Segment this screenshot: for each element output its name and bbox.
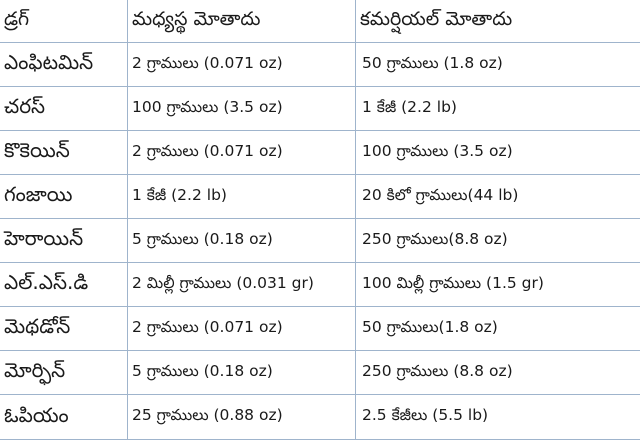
commercial-dose-cell: 100 గ్రాములు (3.5 oz): [355, 130, 640, 175]
table-row: గంజాయి 1 కేజీ (2.2 lb) 20 కిలో గ్రాములు(…: [0, 174, 640, 219]
drug-name-cell: కొకెయిన్: [0, 130, 128, 175]
header-medium-dose: మధ్యస్థ మోతాదు: [127, 0, 356, 43]
drug-name-cell: హెరాయిన్: [0, 218, 128, 263]
commercial-dose-cell: 250 గ్రాములు(8.8 oz): [355, 218, 640, 263]
drug-name-cell: ఎల్.ఎస్.డి: [0, 262, 128, 307]
medium-dose-cell: 5 గ్రాములు (0.18 oz): [127, 350, 356, 395]
drug-name-cell: ఎంఫిటమిన్: [0, 42, 128, 87]
commercial-dose-cell: 1 కేజీ (2.2 lb): [355, 86, 640, 131]
table-row: హెరాయిన్ 5 గ్రాములు (0.18 oz) 250 గ్రాము…: [0, 218, 640, 263]
header-drug: డ్రగ్: [0, 0, 128, 43]
medium-dose-cell: 2 మిల్లీ గ్రాములు (0.031 gr): [127, 262, 356, 307]
commercial-dose-cell: 250 గ్రాములు (8.8 oz): [355, 350, 640, 395]
drug-name-cell: చరస్: [0, 86, 128, 131]
commercial-dose-cell: 100 మిల్లీ గ్రాములు (1.5 gr): [355, 262, 640, 307]
table-row: చరస్ 100 గ్రాములు (3.5 oz) 1 కేజీ (2.2 l…: [0, 86, 640, 131]
drug-name-cell: మెథడోన్: [0, 306, 128, 351]
header-commercial-dose: కమర్షియల్ మోతాదు: [355, 0, 640, 43]
medium-dose-cell: 25 గ్రాములు (0.88 oz): [127, 394, 356, 440]
commercial-dose-cell: 2.5 కేజీలు (5.5 lb): [355, 394, 640, 440]
commercial-dose-cell: 50 గ్రాములు (1.8 oz): [355, 42, 640, 87]
drug-name-cell: ఓపియం: [0, 394, 128, 440]
medium-dose-cell: 5 గ్రాములు (0.18 oz): [127, 218, 356, 263]
table-row: కొకెయిన్ 2 గ్రాములు (0.071 oz) 100 గ్రామ…: [0, 130, 640, 175]
medium-dose-cell: 100 గ్రాములు (3.5 oz): [127, 86, 356, 131]
table-row: ఎంఫిటమిన్ 2 గ్రాములు (0.071 oz) 50 గ్రామ…: [0, 42, 640, 87]
medium-dose-cell: 2 గ్రాములు (0.071 oz): [127, 130, 356, 175]
drug-name-cell: మోర్ఫిన్: [0, 350, 128, 395]
table-row: ఎల్.ఎస్.డి 2 మిల్లీ గ్రాములు (0.031 gr) …: [0, 262, 640, 307]
drug-name-cell: గంజాయి: [0, 174, 128, 219]
commercial-dose-cell: 20 కిలో గ్రాములు(44 lb): [355, 174, 640, 219]
header-row: డ్రగ్ మధ్యస్థ మోతాదు కమర్షియల్ మోతాదు: [0, 0, 640, 43]
table-row: మెథడోన్ 2 గ్రాములు (0.071 oz) 50 గ్రాముల…: [0, 306, 640, 351]
commercial-dose-cell: 50 గ్రాములు(1.8 oz): [355, 306, 640, 351]
table-row: ఓపియం 25 గ్రాములు (0.88 oz) 2.5 కేజీలు (…: [0, 394, 640, 440]
table-row: మోర్ఫిన్ 5 గ్రాములు (0.18 oz) 250 గ్రాము…: [0, 350, 640, 395]
medium-dose-cell: 2 గ్రాములు (0.071 oz): [127, 306, 356, 351]
medium-dose-cell: 1 కేజీ (2.2 lb): [127, 174, 356, 219]
medium-dose-cell: 2 గ్రాములు (0.071 oz): [127, 42, 356, 87]
